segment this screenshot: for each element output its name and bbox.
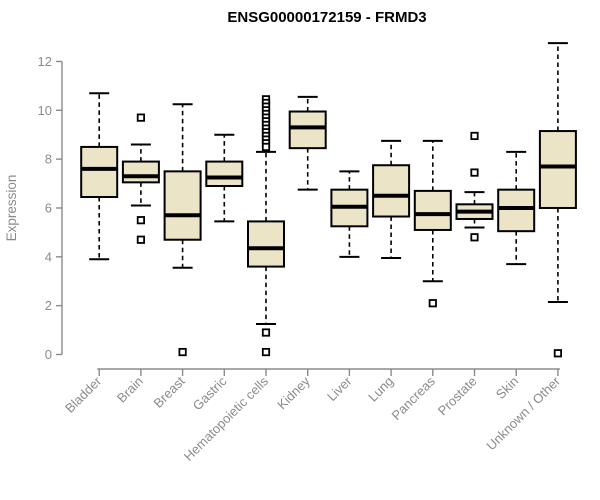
y-tick-label: 2 [45,298,52,313]
chart-title: ENSG00000172159 - FRMD3 [227,9,426,26]
y-tick-label: 6 [45,200,52,215]
outlier-point [553,349,563,358]
y-axis-label: Expression [4,175,19,242]
x-tick-label-pancreas: Pancreas [388,373,438,423]
boxplot-liver [330,170,369,258]
boxplot-hematopoietic-cells [247,95,285,357]
x-tick-label-skin: Skin [493,374,521,402]
boxplot-unknown-other [538,42,577,358]
y-tick-label: 0 [45,347,52,362]
boxplot-breast [163,103,202,357]
x-tick-label-unknown-other: Unknown / Other [483,373,563,453]
x-tick-label-brain: Brain [114,374,146,406]
outlier-point [470,168,479,177]
boxplot-lung [372,139,411,260]
box-rect [121,160,160,184]
y-tick-label: 8 [45,152,52,167]
x-tick-label-bladder: Bladder [62,373,105,416]
x-tick-label-gastric: Gastric [190,373,230,413]
outlier-point [136,235,145,244]
x-tick-label-prostate: Prostate [435,374,480,419]
outlier-point [136,216,145,225]
x-tick-label-breast: Breast [151,373,188,410]
boxplot-bladder [80,92,119,261]
outlier-point [178,347,187,357]
x-tick-label-lung: Lung [365,374,396,405]
outlier-point [261,347,271,357]
boxplot-skin [497,150,536,266]
box-rect [205,160,244,188]
boxplot-gastric [205,133,244,223]
box-rect [288,110,327,150]
y-tick-label: 12 [38,54,52,69]
box-rect [538,130,577,209]
boxplot-prostate [455,131,494,242]
box-rect [247,220,285,268]
box-rect [413,189,452,231]
outlier-point [136,113,145,122]
box-rect [163,170,202,241]
box-rect [372,164,411,218]
y-tick-label: 10 [38,103,52,118]
y-tick-label: 4 [45,249,52,264]
x-tick-label-liver: Liver [324,373,355,404]
box-rect [497,188,536,233]
outlier-point [428,299,437,308]
x-tick-label-kidney: Kidney [274,373,313,412]
outlier-point [261,142,271,152]
box-rect [80,145,119,198]
outlier-point [470,233,479,242]
outlier-point [470,131,479,141]
boxplot-kidney [288,95,327,191]
boxplot-brain [121,113,160,244]
boxplot-pancreas [413,139,452,308]
outlier-point [261,328,271,337]
